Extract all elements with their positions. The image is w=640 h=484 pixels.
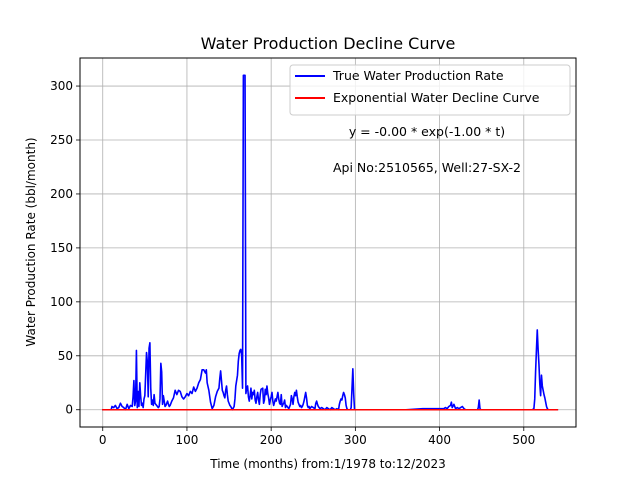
y-tick-label: 300 <box>50 79 73 93</box>
chart-legend: True Water Production Rate Exponential W… <box>289 64 571 116</box>
well-id-annotation: Api No:2510565, Well:27-SX-2 <box>333 160 521 175</box>
plot-area-frame <box>79 57 577 428</box>
x-axis-label: Time (months) from:1/1978 to:12/2023 <box>209 457 446 471</box>
series-layer <box>101 74 559 411</box>
x-tick-label: 200 <box>260 433 283 447</box>
y-tick-label: 100 <box>50 295 73 309</box>
legend-box <box>289 64 571 116</box>
y-tick-label: 200 <box>50 187 73 201</box>
legend-label-exponential-curve: Exponential Water Decline Curve <box>333 90 540 105</box>
y-tick-label: 0 <box>65 403 73 417</box>
x-tick-label: 500 <box>512 433 535 447</box>
legend-label-true-rate: True Water Production Rate <box>332 68 504 83</box>
y-tick-label: 250 <box>50 133 73 147</box>
x-tick-label: 100 <box>175 433 198 447</box>
x-tick-label: 400 <box>428 433 451 447</box>
y-tick-label: 150 <box>50 241 73 255</box>
x-tick-label: 0 <box>99 433 107 447</box>
axis-ticks: 0 100 200 300 400 500 0 50 100 150 200 250 300 <box>50 79 535 447</box>
equation-annotation: y = -0.00 * exp(-1.00 * t) <box>349 124 505 139</box>
chart-title: Water Production Decline Curve <box>201 34 456 53</box>
y-tick-label: 50 <box>58 349 73 363</box>
y-axis-label: Water Production Rate (bbl/month) <box>24 137 38 346</box>
x-tick-label: 300 <box>344 433 367 447</box>
